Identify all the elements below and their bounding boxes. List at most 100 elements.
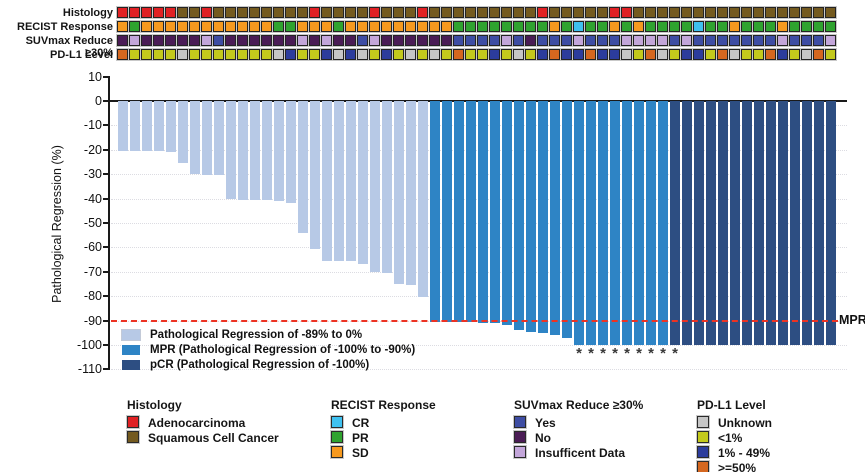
- histology-cell: [765, 7, 776, 18]
- y-tick: [103, 148, 108, 151]
- suvmax-cell: [585, 35, 596, 46]
- y-tick-label: -10: [83, 118, 102, 133]
- mpr-threshold-label: MPR: [839, 312, 865, 327]
- legend-item-label: Yes: [535, 416, 556, 430]
- bar-patient-31: [478, 101, 488, 324]
- bar-patient-33: [502, 101, 512, 326]
- bar-patient-17: [310, 101, 320, 249]
- suvmax-cell: [165, 35, 176, 46]
- histology-cell: [489, 7, 500, 18]
- suvmax-cell: [549, 35, 560, 46]
- y-tick: [103, 319, 108, 322]
- suvmax-cell: [657, 35, 668, 46]
- bar-patient-34: [514, 101, 524, 331]
- legend-item: SD: [331, 445, 436, 460]
- y-tick: [103, 295, 108, 298]
- pdl1-cell: [453, 49, 464, 60]
- suvmax-cell: [573, 35, 584, 46]
- legend-item-label: Squamous Cell Cancer: [148, 431, 279, 445]
- suvmax-cell: [225, 35, 236, 46]
- pdl1-cell: [213, 49, 224, 60]
- legend-item: Unknown: [697, 415, 772, 430]
- bar-patient-3: [142, 101, 152, 152]
- recist-cell: [633, 21, 644, 32]
- histology-cell: [597, 7, 608, 18]
- legend-item-label: Insufficent Data: [535, 446, 626, 460]
- legend-item-label: SD: [352, 446, 369, 460]
- histology-cell: [321, 7, 332, 18]
- bar-patient-52: [730, 101, 740, 345]
- track-label-suvmax: SUVmax Reduce ≥30%: [25, 35, 113, 59]
- y-tick-label: 10: [88, 69, 102, 84]
- pdl1-cell: [681, 49, 692, 60]
- bar-patient-38: [562, 101, 572, 338]
- asterisk-marker: *: [612, 345, 618, 362]
- recist-cell: [273, 21, 284, 32]
- histology-cell: [669, 7, 680, 18]
- bar-patient-55: [766, 101, 776, 345]
- recist-cell: [249, 21, 260, 32]
- pdl1-cell: [477, 49, 488, 60]
- histology-cell: [165, 7, 176, 18]
- asterisk-marker: *: [576, 345, 582, 362]
- bar-patient-18: [322, 101, 332, 261]
- histology-cell: [309, 7, 320, 18]
- suvmax-cell: [765, 35, 776, 46]
- histology-cell: [117, 7, 128, 18]
- y-tick-label: -70: [83, 264, 102, 279]
- pdl1-cell: [645, 49, 656, 60]
- pdl1-cell: [309, 49, 320, 60]
- histology-cell: [741, 7, 752, 18]
- y-tick-label: 0: [95, 94, 102, 108]
- histology-cell: [441, 7, 452, 18]
- plot-legend-item-mpr: MPR (Pathological Regression of -100% to…: [122, 344, 482, 357]
- y-tick-label: -20: [83, 142, 102, 157]
- legend-swatch: [697, 461, 709, 472]
- pdl1-cell: [705, 49, 716, 60]
- pdl1-cell: [633, 49, 644, 60]
- suvmax-cell: [525, 35, 536, 46]
- legend-item: Insufficent Data: [514, 445, 643, 460]
- pdl1-cell: [165, 49, 176, 60]
- y-tick: [103, 124, 108, 127]
- legend-group-title: PD-L1 Level: [697, 398, 766, 412]
- histology-cell: [369, 7, 380, 18]
- bar-patient-8: [202, 101, 212, 176]
- histology-cell: [561, 7, 572, 18]
- pdl1-cell: [153, 49, 164, 60]
- legend-swatch: [127, 431, 139, 443]
- asterisk-marker: *: [648, 345, 654, 362]
- histology-cell: [693, 7, 704, 18]
- bar-patient-48: [682, 101, 692, 345]
- pdl1-cell: [357, 49, 368, 60]
- pdl1-cell: [297, 49, 308, 60]
- legend-group-title: RECIST Response: [331, 398, 436, 412]
- suvmax-cell: [681, 35, 692, 46]
- histology-cell: [273, 7, 284, 18]
- suvmax-cell: [237, 35, 248, 46]
- bar-patient-45: [646, 101, 656, 345]
- recist-cell: [813, 21, 824, 32]
- bar-patient-54: [754, 101, 764, 345]
- bar-patient-49: [694, 101, 704, 345]
- legend-item-label: <1%: [718, 431, 743, 445]
- bar-patient-29: [454, 101, 464, 322]
- legend-swatch: [331, 446, 343, 458]
- histology-cell: [453, 7, 464, 18]
- suvmax-cell: [705, 35, 716, 46]
- suvmax-cell: [465, 35, 476, 46]
- recist-cell: [333, 21, 344, 32]
- legend-swatch: [697, 431, 709, 443]
- recist-cell: [453, 21, 464, 32]
- bar-patient-9: [214, 101, 224, 176]
- recist-cell: [645, 21, 656, 32]
- bar-patient-6: [178, 101, 188, 164]
- legend-item: 1% - 49%: [697, 445, 770, 460]
- recist-cell: [141, 21, 152, 32]
- track-label-recist: RECIST Response: [17, 21, 113, 33]
- suvmax-cell: [513, 35, 524, 46]
- recist-cell: [729, 21, 740, 32]
- suvmax-cell: [273, 35, 284, 46]
- y-tick-label: -80: [83, 289, 102, 304]
- histology-cell: [153, 7, 164, 18]
